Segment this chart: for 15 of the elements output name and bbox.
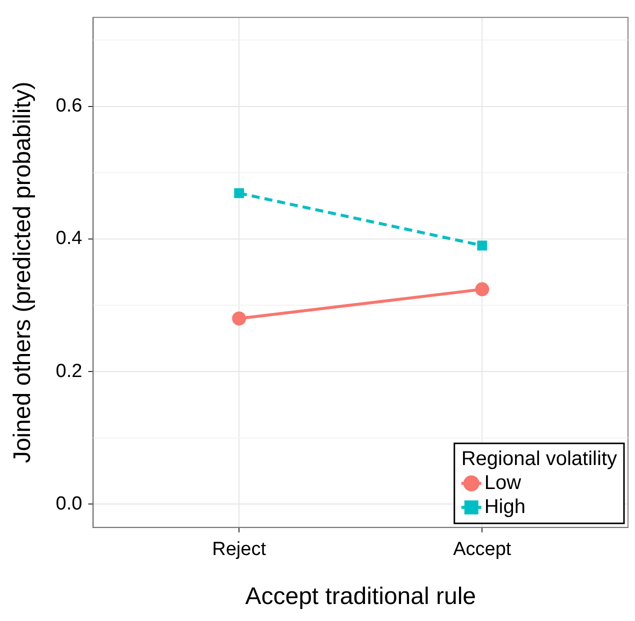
legend-label: Low: [484, 472, 522, 494]
x-axis-title: Accept traditional rule: [245, 583, 476, 610]
x-tick-label: Reject: [212, 539, 267, 560]
point: [477, 240, 488, 250]
legend-label: High: [484, 496, 526, 518]
legend-title: Regional volatility: [461, 448, 618, 470]
point: [475, 282, 490, 296]
y-tick-label: 0.6: [56, 96, 82, 117]
point: [232, 311, 246, 326]
point: [234, 188, 244, 198]
x-tick-label: Accept: [453, 539, 512, 560]
y-axis-title: Joined others (predicted probability): [9, 82, 36, 464]
y-tick-label: 0.4: [56, 228, 83, 250]
y-tick-label: 0.2: [56, 360, 82, 382]
y-tick-label: 0.0: [56, 493, 82, 514]
